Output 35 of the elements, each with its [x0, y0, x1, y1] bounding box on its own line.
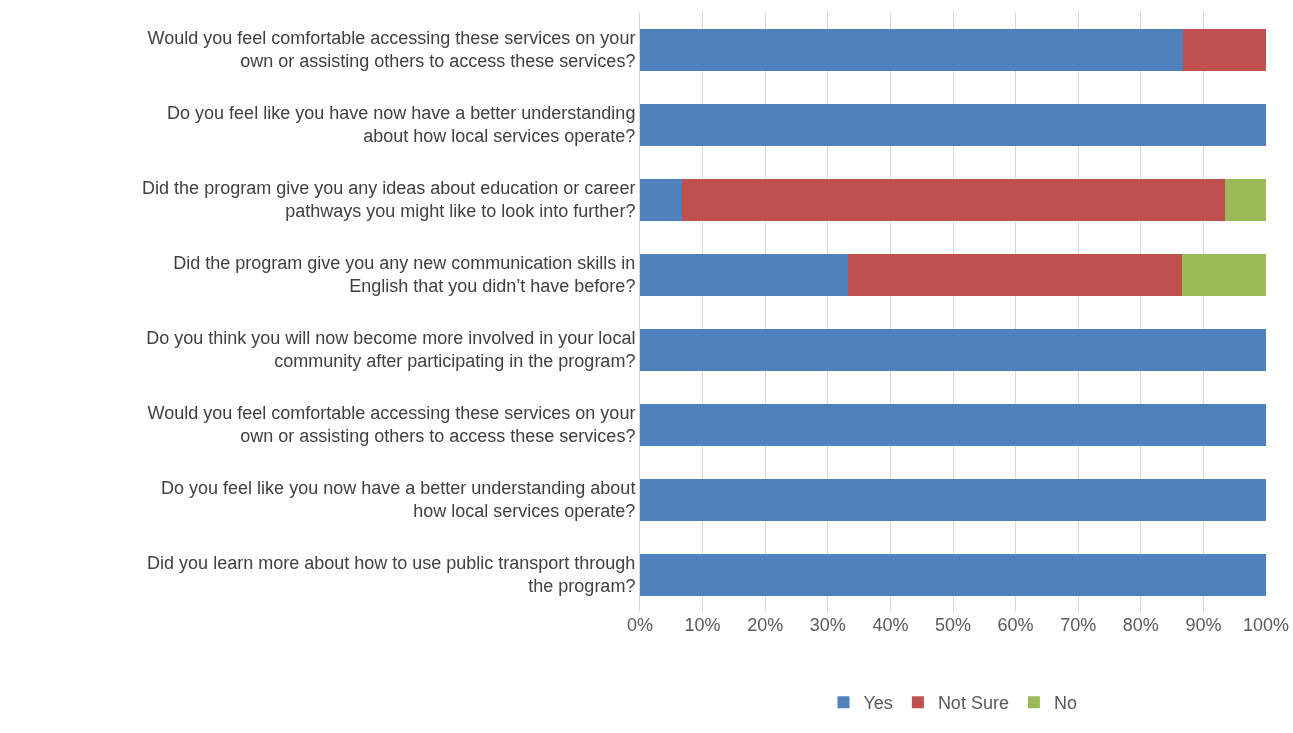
bar [640, 478, 1266, 521]
x-tick-label: 90% [1185, 615, 1222, 635]
bar [681, 178, 1225, 221]
legend-label: Yes [863, 693, 893, 714]
x-tick-label: 10% [684, 615, 721, 635]
y-tick-label: Did you learn more about how to use public transport through the program? [147, 553, 636, 597]
x-tick-label: 40% [872, 615, 909, 635]
bar [640, 103, 1266, 146]
y-tick-label: Would you feel comfortable accessing these services on your own or assisting others to access these services? [147, 403, 636, 447]
x-tick-label: 60% [997, 615, 1034, 635]
bar [640, 253, 849, 296]
x-tick-label: 20% [747, 615, 784, 635]
y-tick-label: Would you feel comfortable accessing these services on your own or assisting others to access these services? [147, 28, 636, 72]
x-tick-label: 30% [809, 615, 846, 635]
bar [640, 553, 1266, 596]
legend-label: Not Sure [937, 693, 1009, 714]
bar [640, 178, 682, 221]
x-tick-label: 100% [1242, 615, 1290, 635]
bar [1224, 178, 1266, 221]
x-tick-label: 70% [1060, 615, 1097, 635]
y-tick-label: Do you feel like you have now have a better understanding about how local services operate? [167, 103, 636, 147]
x-tick-label: 50% [934, 615, 972, 635]
y-tick-label: Do you think you will now become more involved in your local community after participating in the program? [146, 328, 636, 372]
y-tick-label: Did the program give you any ideas about education or career pathways you might like to look into further? [142, 178, 636, 222]
bar [640, 403, 1266, 446]
bar [1182, 253, 1266, 296]
bar [848, 253, 1183, 296]
legend-label: No [1053, 693, 1077, 714]
x-tick-label: 0% [626, 615, 654, 635]
y-tick-label: Did the program give you any new communication skills in English that you didn’t have before? [173, 253, 636, 297]
y-tick-label: Do you feel like you now have a better understanding about how local services operate? [161, 478, 636, 522]
x-tick-label: 80% [1122, 615, 1159, 635]
bar [1182, 28, 1266, 71]
bar [640, 28, 1183, 71]
bar [640, 328, 1266, 371]
